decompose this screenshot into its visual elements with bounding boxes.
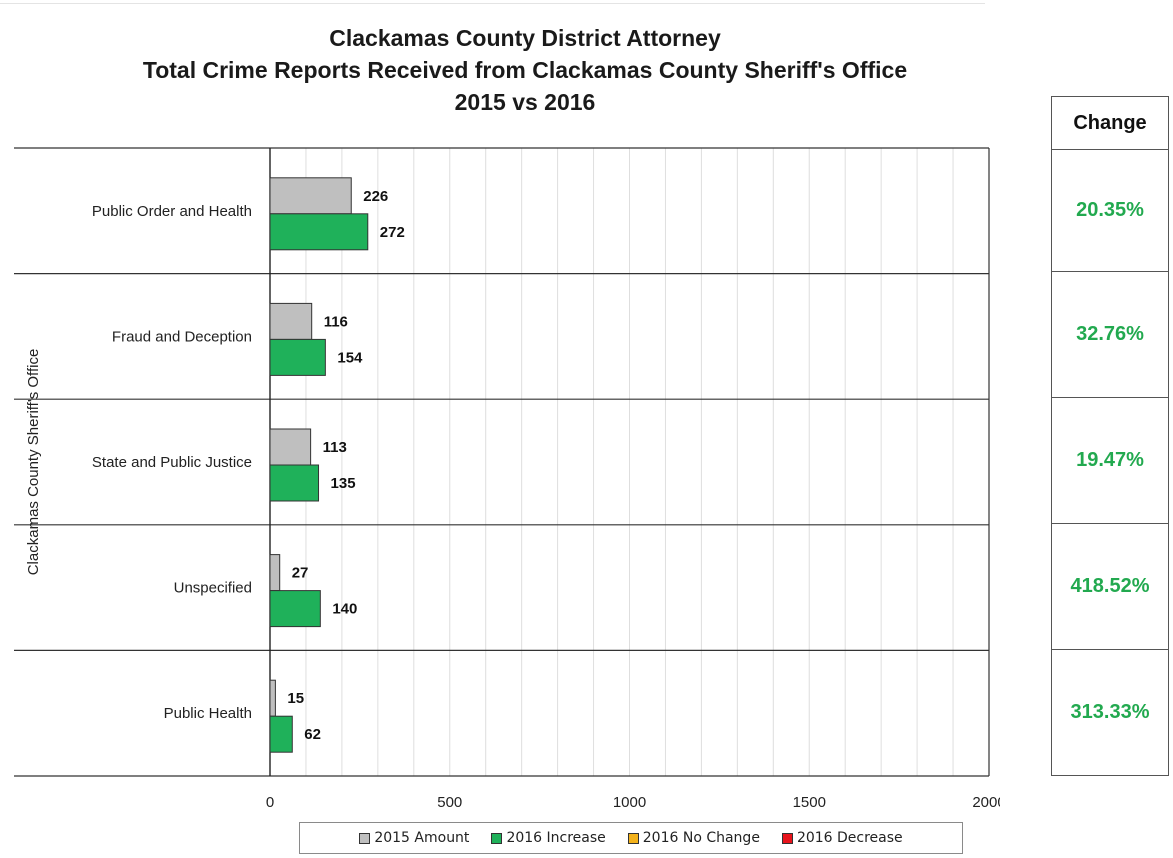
bar-2015 [269,679,276,717]
bar-2016 [269,338,326,376]
legend-swatch-2016-decrease [781,832,793,844]
y-axis-title: Clackamas County Sheriff's Office [25,349,42,576]
chart-title-line-1: Clackamas County District Attorney [329,25,721,51]
change-cell: 313.33% [1051,650,1169,776]
category-label: Fraud and Deception [112,328,252,345]
legend-item-2016-no-change: 2016 No Change [627,830,760,846]
chart-title-line-2: Total Crime Reports Received from Clacka… [142,57,908,83]
x-tick-label: 0 [266,794,274,811]
data-label: 135 [331,475,356,492]
bar-2016 [269,590,321,628]
data-label: 62 [304,726,321,743]
x-tick-label: 500 [437,794,462,811]
legend-label-2016-decrease: 2016 Decrease [796,830,903,846]
x-tick-label: 1500 [793,794,826,811]
change-table-header: Change [1051,96,1169,150]
data-label: 116 [324,313,348,330]
change-cell: 32.76% [1051,272,1169,398]
category-label: Unspecified [174,580,252,597]
change-cell: 19.47% [1051,398,1169,524]
chart-title: Clackamas County District Attorney Total… [0,22,1050,118]
bar-chart: 0 500 1000 1500 2000 Clackamas County Sheriff… [14,147,1000,811]
change-table: Change 20.35% 32.76% 19.47% 418.52% 313.… [1051,96,1169,776]
legend-item-2016-decrease: 2016 Decrease [781,830,903,846]
x-tick-label: 1000 [613,794,646,811]
legend-swatch-2015-amount [359,832,371,844]
bar-2016 [269,464,320,502]
bar-2015 [269,428,312,466]
legend-label-2015-amount: 2015 Amount [374,830,470,846]
chart-title-line-3: 2015 vs 2016 [454,89,596,115]
bar-2016 [269,213,369,251]
chart-legend: 2015 Amount 2016 Increase 2016 No Change… [299,822,963,854]
legend-swatch-2016-increase [491,832,503,844]
data-label: 140 [332,601,357,618]
bar-2016 [269,715,293,753]
category-label: Public Order and Health [92,203,252,220]
change-cell: 20.35% [1051,150,1169,272]
x-tick-label: 2000 [972,794,1000,811]
change-cell: 418.52% [1051,524,1169,650]
bar-2015 [269,302,313,340]
data-label: 15 [287,690,304,707]
top-rule [0,3,985,4]
data-label: 272 [380,224,405,241]
category-label: Public Health [164,705,252,722]
category-label: State and Public Justice [92,454,252,471]
data-label: 154 [337,349,363,366]
data-label: 226 [363,188,388,205]
data-label: 113 [323,439,347,456]
legend-item-2015-amount: 2015 Amount [359,830,469,846]
data-label: 27 [292,565,309,582]
bar-2015 [269,554,281,592]
legend-label-2016-no-change: 2016 No Change [642,830,760,846]
legend-item-2016-increase: 2016 Increase [491,830,606,846]
legend-swatch-2016-no-change [627,832,639,844]
legend-label-2016-increase: 2016 Increase [506,830,606,846]
bar-2015 [269,177,352,215]
